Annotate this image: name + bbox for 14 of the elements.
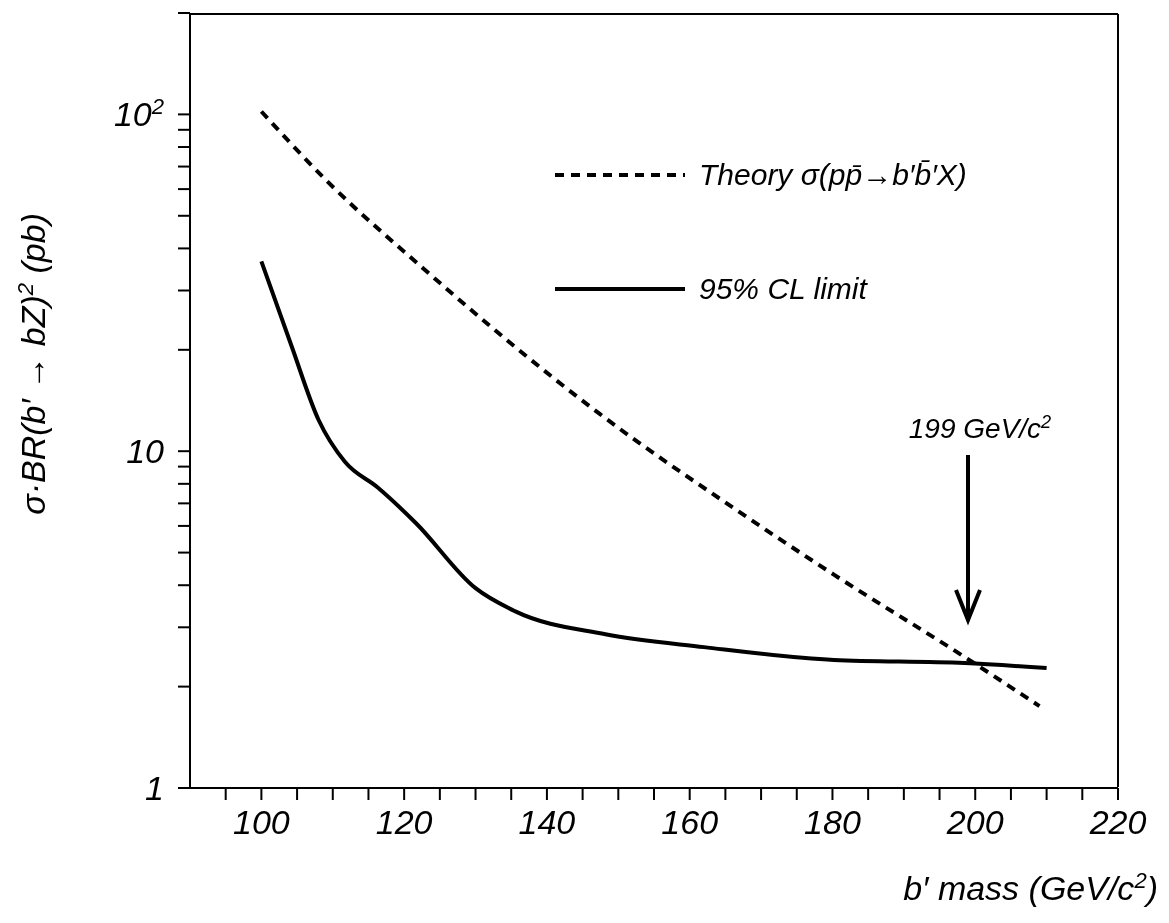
x-tick-label: 140 <box>518 803 576 841</box>
x-axis-title: b′ mass (GeV/c$^{2}$) <box>903 867 1158 907</box>
x-tick-label: 120 <box>375 803 433 841</box>
x-tick-label: 220 <box>1088 803 1147 841</box>
y-tick-label: 10$^{2}$ <box>113 93 164 134</box>
legend-label: Theory σ(pp̄→b′b̄′X) <box>699 158 967 192</box>
x-tick-label: 100 <box>233 803 290 841</box>
legend-label: 95% CL limit <box>699 272 867 306</box>
y-tick-label: 10 <box>126 432 165 471</box>
x-tick-label: 200 <box>945 803 1004 841</box>
annotation: 199 GeV/c$^{2}$ <box>908 412 1052 444</box>
y-tick-label: 1 <box>145 769 164 807</box>
x-tick-label: 180 <box>804 803 861 841</box>
x-tick-label: 160 <box>661 803 719 841</box>
